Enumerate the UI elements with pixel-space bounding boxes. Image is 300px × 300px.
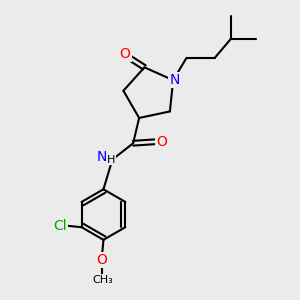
Text: H: H xyxy=(107,154,115,165)
Text: O: O xyxy=(97,253,107,267)
Text: Cl: Cl xyxy=(53,219,67,233)
Text: O: O xyxy=(120,47,130,61)
Text: N: N xyxy=(97,150,107,164)
Text: N: N xyxy=(169,73,180,87)
Text: O: O xyxy=(157,135,167,149)
Text: CH₃: CH₃ xyxy=(92,275,113,285)
